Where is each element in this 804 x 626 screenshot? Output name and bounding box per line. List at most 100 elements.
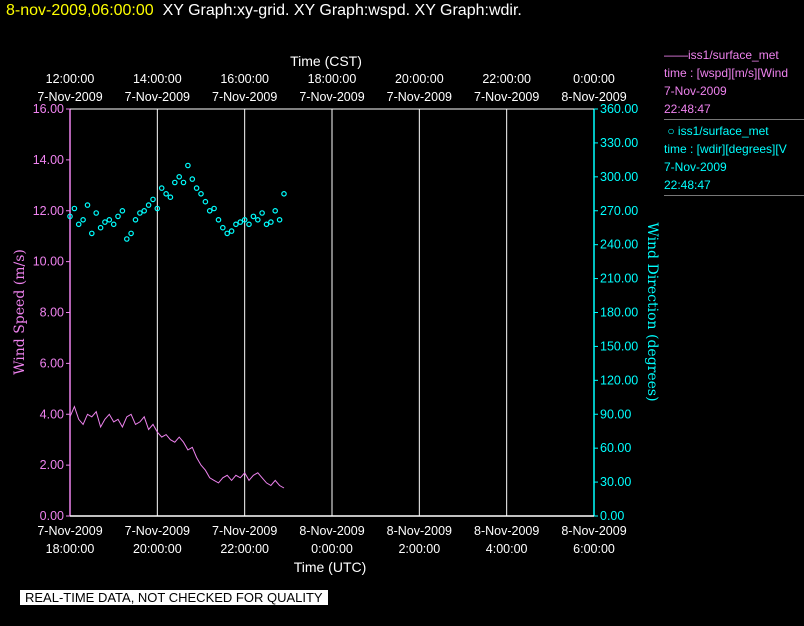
right-tick-label: 210.00 [600,272,638,286]
header-graph-names: XY Graph:xy-grid. XY Graph:wspd. XY Grap… [162,2,522,19]
series-wdir-point [180,179,187,186]
series-wdir-point [263,221,270,228]
legend-wdir-date: 7-Nov-2009 [664,160,727,174]
series-wdir-point [141,208,148,214]
bottom-tick-date: 8-Nov-2009 [561,524,626,538]
top-tick-date: 7-Nov-2009 [474,90,539,104]
top-tick-time: 14:00:00 [133,72,182,86]
top-tick-date: 8-Nov-2009 [561,90,626,104]
left-tick-label: 8.00 [40,306,64,320]
series-wdir-point [97,224,104,231]
bottom-tick-time: 6:00:00 [573,542,615,556]
series-wdir-point [115,213,121,220]
series-layer [67,162,287,489]
series-wdir-point [145,202,152,208]
series-wdir-point [71,205,78,212]
left-tick-label: 16.00 [33,102,64,116]
legend-entry-wdir: ○ iss1/surface_met time : [wdir][degrees… [664,122,804,196]
series-wdir-point [102,219,108,225]
series-wdir-point [259,210,265,216]
right-tick-label: 30.00 [600,475,631,489]
bottom-tick-date: 8-Nov-2009 [299,524,364,538]
right-tick-label: 270.00 [600,204,638,218]
ticks-layer: 12:00:00 7-Nov-2009 14:00:00 7-Nov-2009 16:0… [33,72,639,556]
bottom-tick-time: 0:00:00 [311,542,353,556]
top-tick-time: 22:00:00 [482,72,531,86]
top-tick-time: 0:00:00 [573,72,615,86]
top-tick-time: 18:00:00 [308,72,357,86]
series-wdir-point [80,217,86,223]
legend-wspd-date: 7-Nov-2009 [664,84,727,98]
legend-wspd-source: iss1/surface_met [688,48,779,62]
top-tick-time: 16:00:00 [220,72,269,86]
series-wdir-point [185,162,191,169]
legend-wspd-variable: time : [wspd][m/s][Wind [664,66,789,80]
legend-entry-wspd: ——iss1/surface_met time : [wspd][m/s][Wi… [664,46,804,120]
top-tick-date: 7-Nov-2009 [299,90,364,104]
series-wdir-point [254,217,261,223]
series-wdir-point [176,174,183,180]
series-wdir-point [167,194,174,201]
series-wdir-point [150,196,156,203]
series-wdir-point [246,221,252,228]
bottom-tick-time: 20:00:00 [133,542,182,556]
legend: ——iss1/surface_met time : [wspd][m/s][Wi… [664,46,804,196]
left-tick-label: 14.00 [33,153,64,167]
series-wdir-point [250,213,257,220]
bottom-tick-date: 7-Nov-2009 [37,524,102,538]
left-axis-title: Wind Speed (m/s) [12,249,28,375]
series-wdir-point [67,213,73,220]
bottom-tick-date: 7-Nov-2009 [212,524,277,538]
right-tick-label: 150.00 [600,339,638,353]
series-wdir-point [132,217,139,223]
left-tick-label: 0.00 [40,509,64,523]
series-wdir-point [276,217,283,223]
series-wdir-point [93,210,100,216]
series-wdir-point [154,205,161,212]
bottom-tick-time: 22:00:00 [220,542,269,556]
bottom-tick-time: 4:00:00 [486,542,528,556]
legend-wdir-source: iss1/surface_met [677,124,769,138]
right-tick-label: 60.00 [600,441,631,455]
right-tick-label: 0.00 [600,509,624,523]
grid-layer [69,109,595,516]
series-wdir-point [233,221,239,228]
header-date: 8-nov-2009,06:00:00 [6,2,154,19]
series-wdir-point [198,191,204,197]
legend-wdir-variable: time : [wdir][degrees][V [664,142,787,156]
top-tick-time: 12:00:00 [46,72,95,86]
bottom-tick-time: 18:00:00 [46,542,95,556]
top-tick-time: 20:00:00 [395,72,444,86]
bottom-tick-date: 7-Nov-2009 [125,524,190,538]
bottom-axis-title: Time (UTC) [294,559,367,575]
series-wdir-point [193,185,200,191]
series-wdir-point [172,179,178,186]
left-tick-label: 6.00 [40,356,64,370]
top-tick-date: 7-Nov-2009 [37,90,102,104]
right-tick-label: 240.00 [600,238,638,252]
top-axis-title: Time (CST) [290,53,362,69]
series-wdir-point [84,202,91,208]
series-wdir-point [202,198,209,205]
series-wdir-point [75,221,82,228]
right-tick-label: 180.00 [600,306,638,320]
series-wdir-point [110,221,117,228]
series-wdir-point [124,236,130,242]
series-wdir-point [272,208,279,214]
graph-header: 8-nov-2009,06:00:00 XY Graph:xy-grid. XY… [6,2,522,20]
line-icon: —— [664,48,688,62]
right-tick-label: 330.00 [600,136,638,150]
series-wdir-point [215,217,222,223]
bottom-tick-date: 8-Nov-2009 [387,524,452,538]
top-tick-date: 7-Nov-2009 [125,90,190,104]
top-tick-date: 7-Nov-2009 [387,90,452,104]
right-axis-title: Wind Direction (degrees) [644,222,660,401]
right-tick-label: 300.00 [600,170,638,184]
series-wdir-point [119,208,126,214]
series-wdir-point [206,208,213,214]
series-wdir-point [268,219,274,225]
series-wdir-point [106,217,113,223]
left-tick-label: 4.00 [40,407,64,421]
left-tick-label: 2.00 [40,458,64,472]
